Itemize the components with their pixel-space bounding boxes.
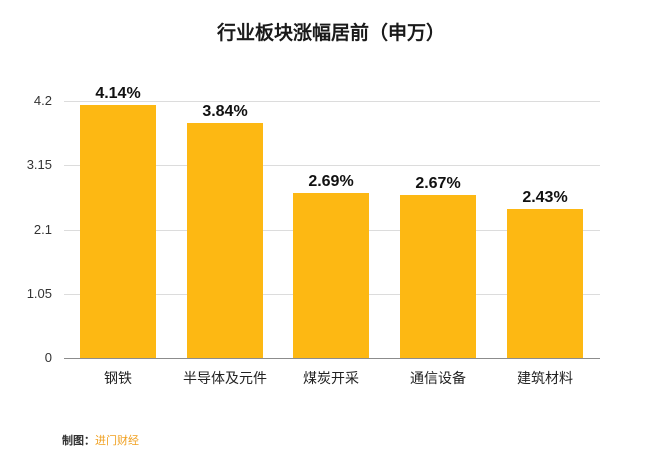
x-category-label: 半导体及元件 [183, 371, 267, 387]
x-category-label: 通信设备 [410, 371, 466, 387]
bar [507, 209, 583, 358]
y-tick-label: 1.05 [26, 286, 52, 301]
credit-line: 制图：进门财经 [62, 432, 139, 448]
bar-value-label: 2.67% [415, 175, 461, 192]
credit-label: 制图： [62, 434, 95, 447]
y-tick-label: 4.2 [33, 93, 52, 108]
x-category-label: 建筑材料 [517, 371, 573, 387]
gridline [64, 101, 600, 102]
bar [187, 123, 263, 358]
y-tick-label: 0 [44, 350, 52, 365]
bar [80, 105, 156, 358]
chart-title: 行业板块涨幅居前（申万） [216, 22, 445, 44]
bar [293, 193, 369, 358]
y-tick-label: 3.15 [26, 157, 52, 172]
bar-value-label: 2.69% [308, 173, 354, 190]
bar-value-label: 3.84% [202, 103, 248, 120]
y-tick-label: 2.1 [33, 222, 52, 237]
bar [400, 195, 476, 358]
x-axis-line [64, 358, 600, 359]
credit-source: 进门财经 [95, 434, 139, 447]
bar-value-label: 2.43% [522, 189, 568, 206]
bar-value-label: 4.14% [95, 85, 141, 102]
gridline [64, 165, 600, 166]
x-category-label: 钢铁 [104, 371, 132, 387]
x-category-label: 煤炭开采 [303, 371, 359, 387]
